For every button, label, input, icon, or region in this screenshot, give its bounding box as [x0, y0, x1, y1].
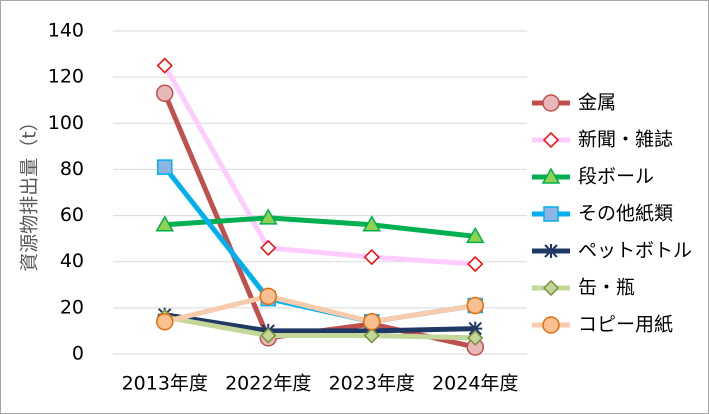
series-line: [164, 293, 476, 325]
legend-label: ペットボトル: [578, 240, 692, 262]
legend-marker: [542, 316, 560, 334]
data-marker: [468, 321, 483, 336]
x-tick-label: 2013年度: [122, 373, 208, 395]
data-marker: [363, 327, 380, 344]
x-tick-label: 2024年度: [432, 373, 518, 395]
legend-label: 金属: [578, 92, 616, 114]
series-line: [164, 215, 476, 239]
y-tick-label: 20: [60, 296, 84, 318]
data-marker: [465, 226, 485, 244]
y-tick-label: 60: [60, 204, 84, 226]
data-marker: [363, 249, 380, 266]
y-axis-label: 資源物排出量（t）: [19, 112, 41, 271]
legend-marker: [541, 167, 561, 184]
legend-label: その他紙類: [578, 203, 673, 225]
legend-label: 新聞・雑誌: [578, 129, 673, 151]
data-marker: [155, 215, 175, 232]
data-marker: [260, 239, 277, 256]
x-tick-label: 2022年度: [225, 373, 311, 395]
data-marker: [157, 159, 173, 175]
data-marker: [466, 296, 484, 315]
y-tick-label: 140: [48, 20, 84, 42]
data-marker: [156, 57, 173, 74]
data-marker: [467, 255, 484, 273]
series-line: [164, 312, 476, 334]
legend-label: 缶・瓶: [578, 277, 635, 299]
series-line: [164, 314, 476, 341]
data-marker: [260, 327, 277, 344]
legend-marker: [542, 94, 560, 112]
x-tick-label: 2023年度: [329, 373, 415, 395]
data-marker: [362, 215, 382, 232]
y-tick-label: 80: [60, 158, 84, 180]
data-marker: [156, 84, 174, 103]
y-tick-label: 40: [60, 250, 84, 272]
legend-marker: [544, 244, 558, 258]
data-marker: [467, 329, 484, 346]
legend-label: コピー用紙: [578, 314, 673, 336]
legend-marker: [543, 206, 559, 222]
legend-marker: [542, 131, 560, 149]
legend-label: 段ボール: [578, 166, 654, 188]
data-marker: [363, 312, 381, 331]
data-marker: [156, 312, 174, 331]
series-line: [162, 64, 476, 267]
y-tick-label: 120: [48, 66, 84, 88]
legend-marker: [542, 279, 560, 297]
y-tick-label: 100: [48, 112, 84, 134]
data-marker: [259, 287, 277, 306]
data-marker: [258, 208, 278, 225]
y-tick-label: 0: [72, 343, 84, 365]
